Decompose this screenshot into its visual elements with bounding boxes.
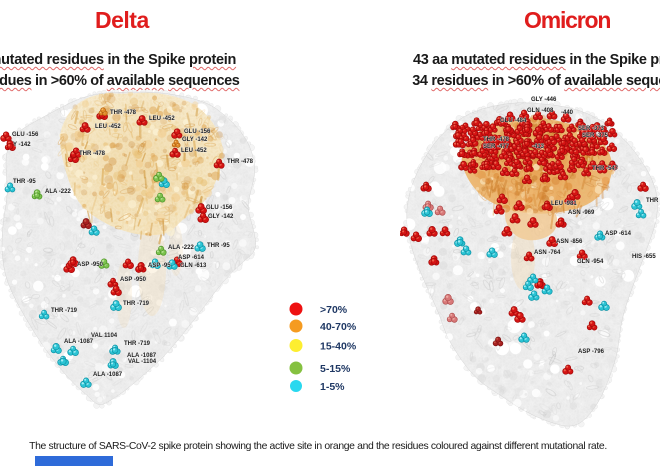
svg-text:ASP -796: ASP -796 — [578, 349, 605, 355]
svg-text:ALA -222: ALA -222 — [168, 245, 194, 251]
svg-text:THR -478: THR -478 — [227, 159, 254, 165]
svg-text:GLY -142: GLY -142 — [182, 137, 208, 143]
svg-text:VAL -1104: VAL -1104 — [128, 359, 157, 365]
svg-text:ALA -222: ALA -222 — [45, 189, 71, 195]
svg-text:ASP -950: ASP -950 — [120, 277, 147, 283]
svg-text:SER -375: SER -375 — [582, 133, 609, 139]
svg-text:THR -478: THR -478 — [110, 110, 137, 116]
svg-text:GLU -156: GLU -156 — [206, 205, 233, 211]
svg-text:THR -5: THR -5 — [646, 198, 660, 204]
svg-text:THR -478: THR -478 — [483, 137, 510, 143]
svg-text:SER -373: SER -373 — [578, 126, 605, 132]
svg-text:GLU -156: GLU -156 — [184, 129, 211, 135]
svg-text:HIS -655: HIS -655 — [632, 254, 656, 260]
svg-text:VAL 1104: VAL 1104 — [91, 333, 118, 339]
svg-text:15-40%: 15-40% — [320, 341, 357, 353]
svg-text:ASN -856: ASN -856 — [556, 239, 583, 245]
svg-text:THR -719: THR -719 — [124, 341, 151, 347]
svg-text:THR -95: THR -95 — [207, 243, 230, 249]
svg-text:-413: -413 — [532, 144, 545, 150]
svg-text:ASP -614: ASP -614 — [605, 231, 632, 237]
svg-text:ALA -1087: ALA -1087 — [64, 339, 94, 345]
svg-text:ASP -614: ASP -614 — [178, 255, 205, 261]
svg-text:THR -719: THR -719 — [123, 301, 150, 307]
svg-text:LEU -452: LEU -452 — [95, 124, 121, 130]
svg-text:ALA -1087: ALA -1087 — [127, 353, 157, 359]
svg-text:THR -478: THR -478 — [79, 151, 106, 157]
svg-text:ASP -950: ASP -950 — [77, 262, 104, 268]
svg-text:LEU -452: LEU -452 — [149, 116, 175, 122]
svg-text:GLU -484: GLU -484 — [500, 118, 527, 124]
svg-text:GLN -954: GLN -954 — [577, 259, 604, 265]
svg-text:Y -142: Y -142 — [13, 142, 31, 148]
svg-text:ASN -764: ASN -764 — [534, 250, 561, 256]
svg-text:1-5%: 1-5% — [320, 381, 345, 393]
svg-text:LEU -981: LEU -981 — [551, 201, 577, 207]
svg-text:-440: -440 — [561, 110, 574, 116]
svg-text:GLU -156: GLU -156 — [12, 132, 39, 138]
svg-text:GLY -142: GLY -142 — [208, 214, 234, 220]
svg-text:GLY -446: GLY -446 — [531, 97, 557, 103]
svg-text:THR -95: THR -95 — [13, 179, 36, 185]
svg-text:THR -719: THR -719 — [51, 308, 78, 314]
svg-text:GLN -613: GLN -613 — [180, 263, 207, 269]
svg-text:LEU -452: LEU -452 — [181, 148, 207, 154]
svg-text:ASN -969: ASN -969 — [568, 210, 595, 216]
svg-text:>70%: >70% — [320, 304, 348, 316]
svg-text:5-15%: 5-15% — [320, 363, 351, 375]
svg-text:GLN -408: GLN -408 — [527, 108, 554, 114]
svg-text:40-70%: 40-70% — [320, 321, 357, 333]
svg-text:THR -547: THR -547 — [592, 166, 619, 172]
svg-text:ALA -1087: ALA -1087 — [93, 372, 123, 378]
svg-text:SER -477: SER -477 — [483, 144, 510, 150]
svg-text:ASP -95: ASP -95 — [148, 263, 171, 269]
